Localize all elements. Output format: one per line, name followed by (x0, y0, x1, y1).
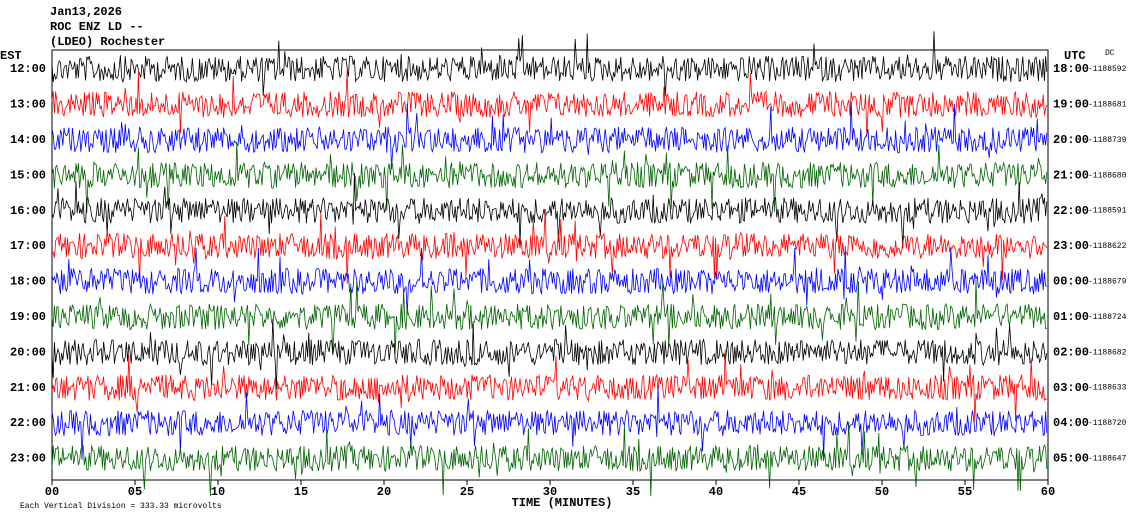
dc-label: -1188622 (1088, 242, 1127, 251)
est-label: 19:00 (10, 310, 46, 324)
x-tick-label: 25 (460, 485, 474, 499)
utc-label: 18:00 (1053, 62, 1089, 76)
x-tick-label: 10 (211, 485, 225, 499)
trace (51, 385, 1048, 460)
est-label: 17:00 (10, 239, 46, 253)
x-tick-label: 55 (958, 485, 972, 499)
x-tick-label: 60 (1041, 485, 1055, 499)
dc-label: -1188647 (1088, 455, 1127, 464)
trace (51, 31, 1048, 97)
est-label: 13:00 (10, 98, 46, 112)
utc-label: 01:00 (1053, 310, 1089, 324)
trace (51, 421, 1048, 497)
dc-label: -1188680 (1088, 171, 1127, 180)
utc-label: 00:00 (1053, 275, 1089, 289)
utc-label: 02:00 (1053, 345, 1089, 359)
title-line: (LDEO) Rochester (50, 35, 165, 49)
x-axis-title: TIME (MINUTES) (512, 496, 613, 510)
est-label: 15:00 (10, 168, 46, 182)
est-label: 18:00 (10, 275, 46, 289)
x-tick-label: 15 (294, 485, 308, 499)
dc-label: -1188720 (1088, 419, 1127, 428)
est-label: 12:00 (10, 62, 46, 76)
trace (51, 100, 1048, 170)
dc-label: -1188724 (1088, 313, 1127, 322)
x-tick-label: 20 (377, 485, 391, 499)
trace (51, 141, 1048, 213)
trace (51, 349, 1048, 422)
utc-label: 21:00 (1053, 168, 1089, 182)
x-tick-label: 00 (45, 485, 59, 499)
left-axis-title: EST (0, 49, 22, 63)
est-label: 21:00 (10, 381, 46, 395)
trace (51, 70, 1048, 137)
utc-label: 20:00 (1053, 133, 1089, 147)
x-tick-label: 30 (543, 485, 557, 499)
est-label: 20:00 (10, 345, 46, 359)
plot-frame (51, 49, 1049, 481)
trace (51, 319, 1048, 390)
x-tick-label: 35 (626, 485, 640, 499)
trace (51, 279, 1048, 356)
right-axis-title: UTC (1064, 49, 1086, 63)
dc-label: -1188591 (1088, 207, 1127, 216)
utc-label: 23:00 (1053, 239, 1089, 253)
utc-label: 05:00 (1053, 452, 1089, 466)
title-line: ROC ENZ LD -- (50, 20, 144, 34)
dc-label: -1188739 (1088, 136, 1127, 145)
dc-title: DC (1105, 49, 1115, 58)
x-tick-label: 50 (875, 485, 889, 499)
x-tick-label: 40 (709, 485, 723, 499)
est-label: 14:00 (10, 133, 46, 147)
footnote: Each Vertical Division = 333.33 microvol… (20, 502, 222, 511)
trace (51, 246, 1048, 316)
dc-label: -1188681 (1088, 101, 1127, 110)
trace (51, 172, 1048, 249)
est-label: 23:00 (10, 452, 46, 466)
utc-label: 03:00 (1053, 381, 1089, 395)
utc-label: 19:00 (1053, 98, 1089, 112)
utc-label: 22:00 (1053, 204, 1089, 218)
dc-label: -1188633 (1088, 384, 1127, 393)
dc-label: -1188679 (1088, 278, 1127, 287)
x-tick-label: 05 (128, 485, 142, 499)
title-line: Jan13,2026 (50, 5, 122, 19)
est-label: 22:00 (10, 416, 46, 430)
utc-label: 04:00 (1053, 416, 1089, 430)
est-label: 16:00 (10, 204, 46, 218)
trace (51, 209, 1048, 284)
dc-label: -1188682 (1088, 348, 1127, 357)
dc-label: -1188592 (1088, 65, 1127, 74)
x-tick-label: 45 (792, 485, 806, 499)
